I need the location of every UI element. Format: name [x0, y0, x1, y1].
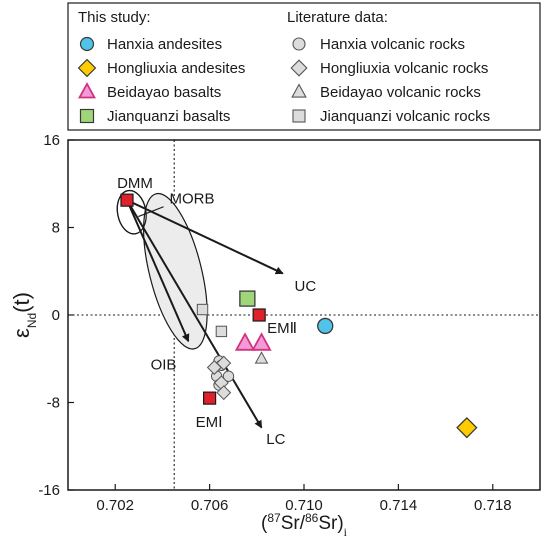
- legend-marker-circle: [79, 36, 95, 52]
- x-tick-label: 0.706: [191, 497, 229, 514]
- y-tick-label: 8: [52, 220, 60, 237]
- annotation-uc: UC: [295, 278, 317, 295]
- legend-label: Jianquanzi volcanic rocks: [320, 108, 490, 125]
- y-tick-label: -8: [47, 395, 60, 412]
- legend-label: Hanxia volcanic rocks: [320, 36, 465, 53]
- data-point-circle: [222, 370, 235, 382]
- legend-label: Jianquanzi basalts: [107, 108, 230, 125]
- data-point-square: [239, 290, 256, 307]
- data-point-triangle: [254, 351, 269, 364]
- data-point-triangle: [251, 332, 272, 351]
- legend-label: Beidayao volcanic rocks: [320, 84, 481, 101]
- arrow-lc: [126, 199, 263, 429]
- legend-marker-circle: [292, 37, 306, 51]
- y-tick-label: -16: [38, 482, 60, 499]
- end-member-dmm: [120, 193, 134, 207]
- x-tick-label: 0.710: [285, 497, 323, 514]
- x-axis-label: (87Sr/86Sr)i: [261, 511, 348, 539]
- end-member-label-em2: EMⅡ: [267, 320, 297, 337]
- arrow-oib: [126, 199, 190, 343]
- data-point-diamond: [456, 416, 478, 439]
- end-member-emⅰ: [203, 391, 217, 405]
- legend-label: Hongliuxia andesites: [107, 60, 245, 77]
- data-point-circle: [317, 317, 334, 335]
- x-tick-label: 0.702: [96, 497, 134, 514]
- end-member-emⅱ: [252, 308, 266, 322]
- legend-label: Hongliuxia volcanic rocks: [320, 60, 488, 77]
- y-tick-label: 0: [52, 307, 60, 324]
- data-point-square: [215, 325, 228, 338]
- legend-title-literature: Literature data:: [287, 9, 388, 26]
- end-member-label-dmm: DMM: [117, 175, 153, 192]
- data-point-triangle: [234, 332, 256, 351]
- legend-marker-square: [292, 109, 306, 123]
- legend-marker-triangle: [78, 82, 96, 99]
- annotation-oib: OIB: [151, 357, 177, 374]
- annotation-morb: MORB: [169, 190, 214, 207]
- data-point-square: [196, 303, 209, 316]
- data-point-diamond: [216, 385, 232, 401]
- annotation-lc: LC: [266, 431, 285, 448]
- legend-label: Beidayao basalts: [107, 84, 221, 101]
- x-tick-label: 0.718: [474, 497, 512, 514]
- y-axis-label: εNd(t): [9, 292, 39, 338]
- legend-marker-diamond: [77, 58, 97, 78]
- legend-title-this-study: This study:: [78, 9, 151, 26]
- end-member-label-em1: EMⅠ: [196, 414, 223, 431]
- legend-marker-diamond: [290, 59, 308, 77]
- y-tick-label: 16: [43, 132, 60, 149]
- x-tick-label: 0.714: [380, 497, 418, 514]
- arrow-uc: [126, 199, 284, 275]
- morb-leader-line: [138, 206, 164, 218]
- legend-marker-square: [79, 108, 95, 124]
- legend-marker-triangle: [291, 83, 307, 98]
- legend-label: Hanxia andesites: [107, 36, 222, 53]
- data-point-diamond: [206, 360, 222, 375]
